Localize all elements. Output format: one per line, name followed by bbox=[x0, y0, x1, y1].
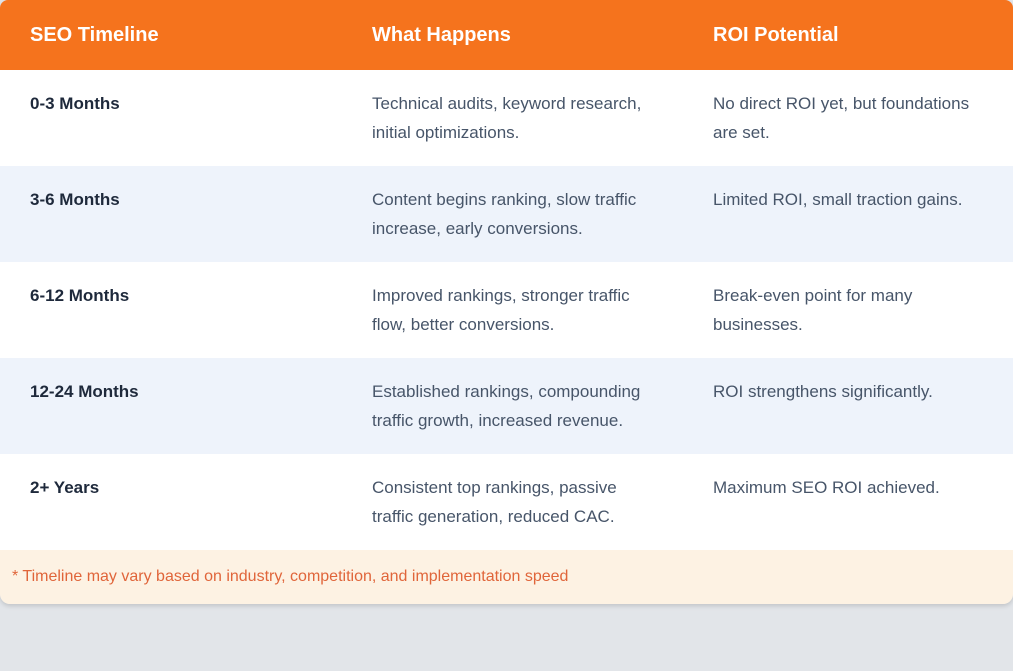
timeline-cell: 3-6 Months bbox=[30, 190, 120, 209]
table-footnote: * Timeline may vary based on industry, c… bbox=[0, 550, 1013, 604]
footnote-text: * Timeline may vary based on industry, c… bbox=[12, 568, 569, 585]
table-row: 6-12 Months Improved rankings, stronger … bbox=[0, 262, 1013, 358]
roi-cell: ROI strengthens significantly. bbox=[713, 382, 933, 401]
what-happens-cell: Content begins ranking, slow traffic inc… bbox=[372, 190, 637, 238]
what-happens-cell: Technical audits, keyword research, init… bbox=[372, 94, 642, 142]
roi-cell: Maximum SEO ROI achieved. bbox=[713, 478, 940, 497]
table-header-row: SEO Timeline What Happens ROI Potential bbox=[0, 0, 1013, 70]
header-cell-roi-potential: ROI Potential bbox=[713, 23, 839, 46]
what-happens-cell: Established rankings, compounding traffi… bbox=[372, 382, 641, 430]
table-row: 0-3 Months Technical audits, keyword res… bbox=[0, 70, 1013, 166]
table-row: 2+ Years Consistent top rankings, passiv… bbox=[0, 454, 1013, 550]
timeline-cell: 2+ Years bbox=[30, 478, 100, 497]
what-happens-cell: Consistent top rankings, passive traffic… bbox=[372, 478, 617, 526]
what-happens-cell: Improved rankings, stronger traffic flow… bbox=[372, 286, 630, 334]
roi-cell: No direct ROI yet, but foundations are s… bbox=[713, 94, 970, 142]
header-cell-what-happens: What Happens bbox=[372, 23, 511, 46]
header-cell-seo-timeline: SEO Timeline bbox=[30, 23, 159, 46]
timeline-cell: 12-24 Months bbox=[30, 382, 139, 401]
table-row: 3-6 Months Content begins ranking, slow … bbox=[0, 166, 1013, 262]
table-row: 12-24 Months Established rankings, compo… bbox=[0, 358, 1013, 454]
timeline-cell: 6-12 Months bbox=[30, 286, 130, 305]
roi-cell: Break-even point for many businesses. bbox=[713, 286, 913, 334]
roi-cell: Limited ROI, small traction gains. bbox=[713, 190, 963, 209]
seo-timeline-table: SEO Timeline What Happens ROI Potential … bbox=[0, 0, 1013, 604]
timeline-cell: 0-3 Months bbox=[30, 94, 120, 113]
